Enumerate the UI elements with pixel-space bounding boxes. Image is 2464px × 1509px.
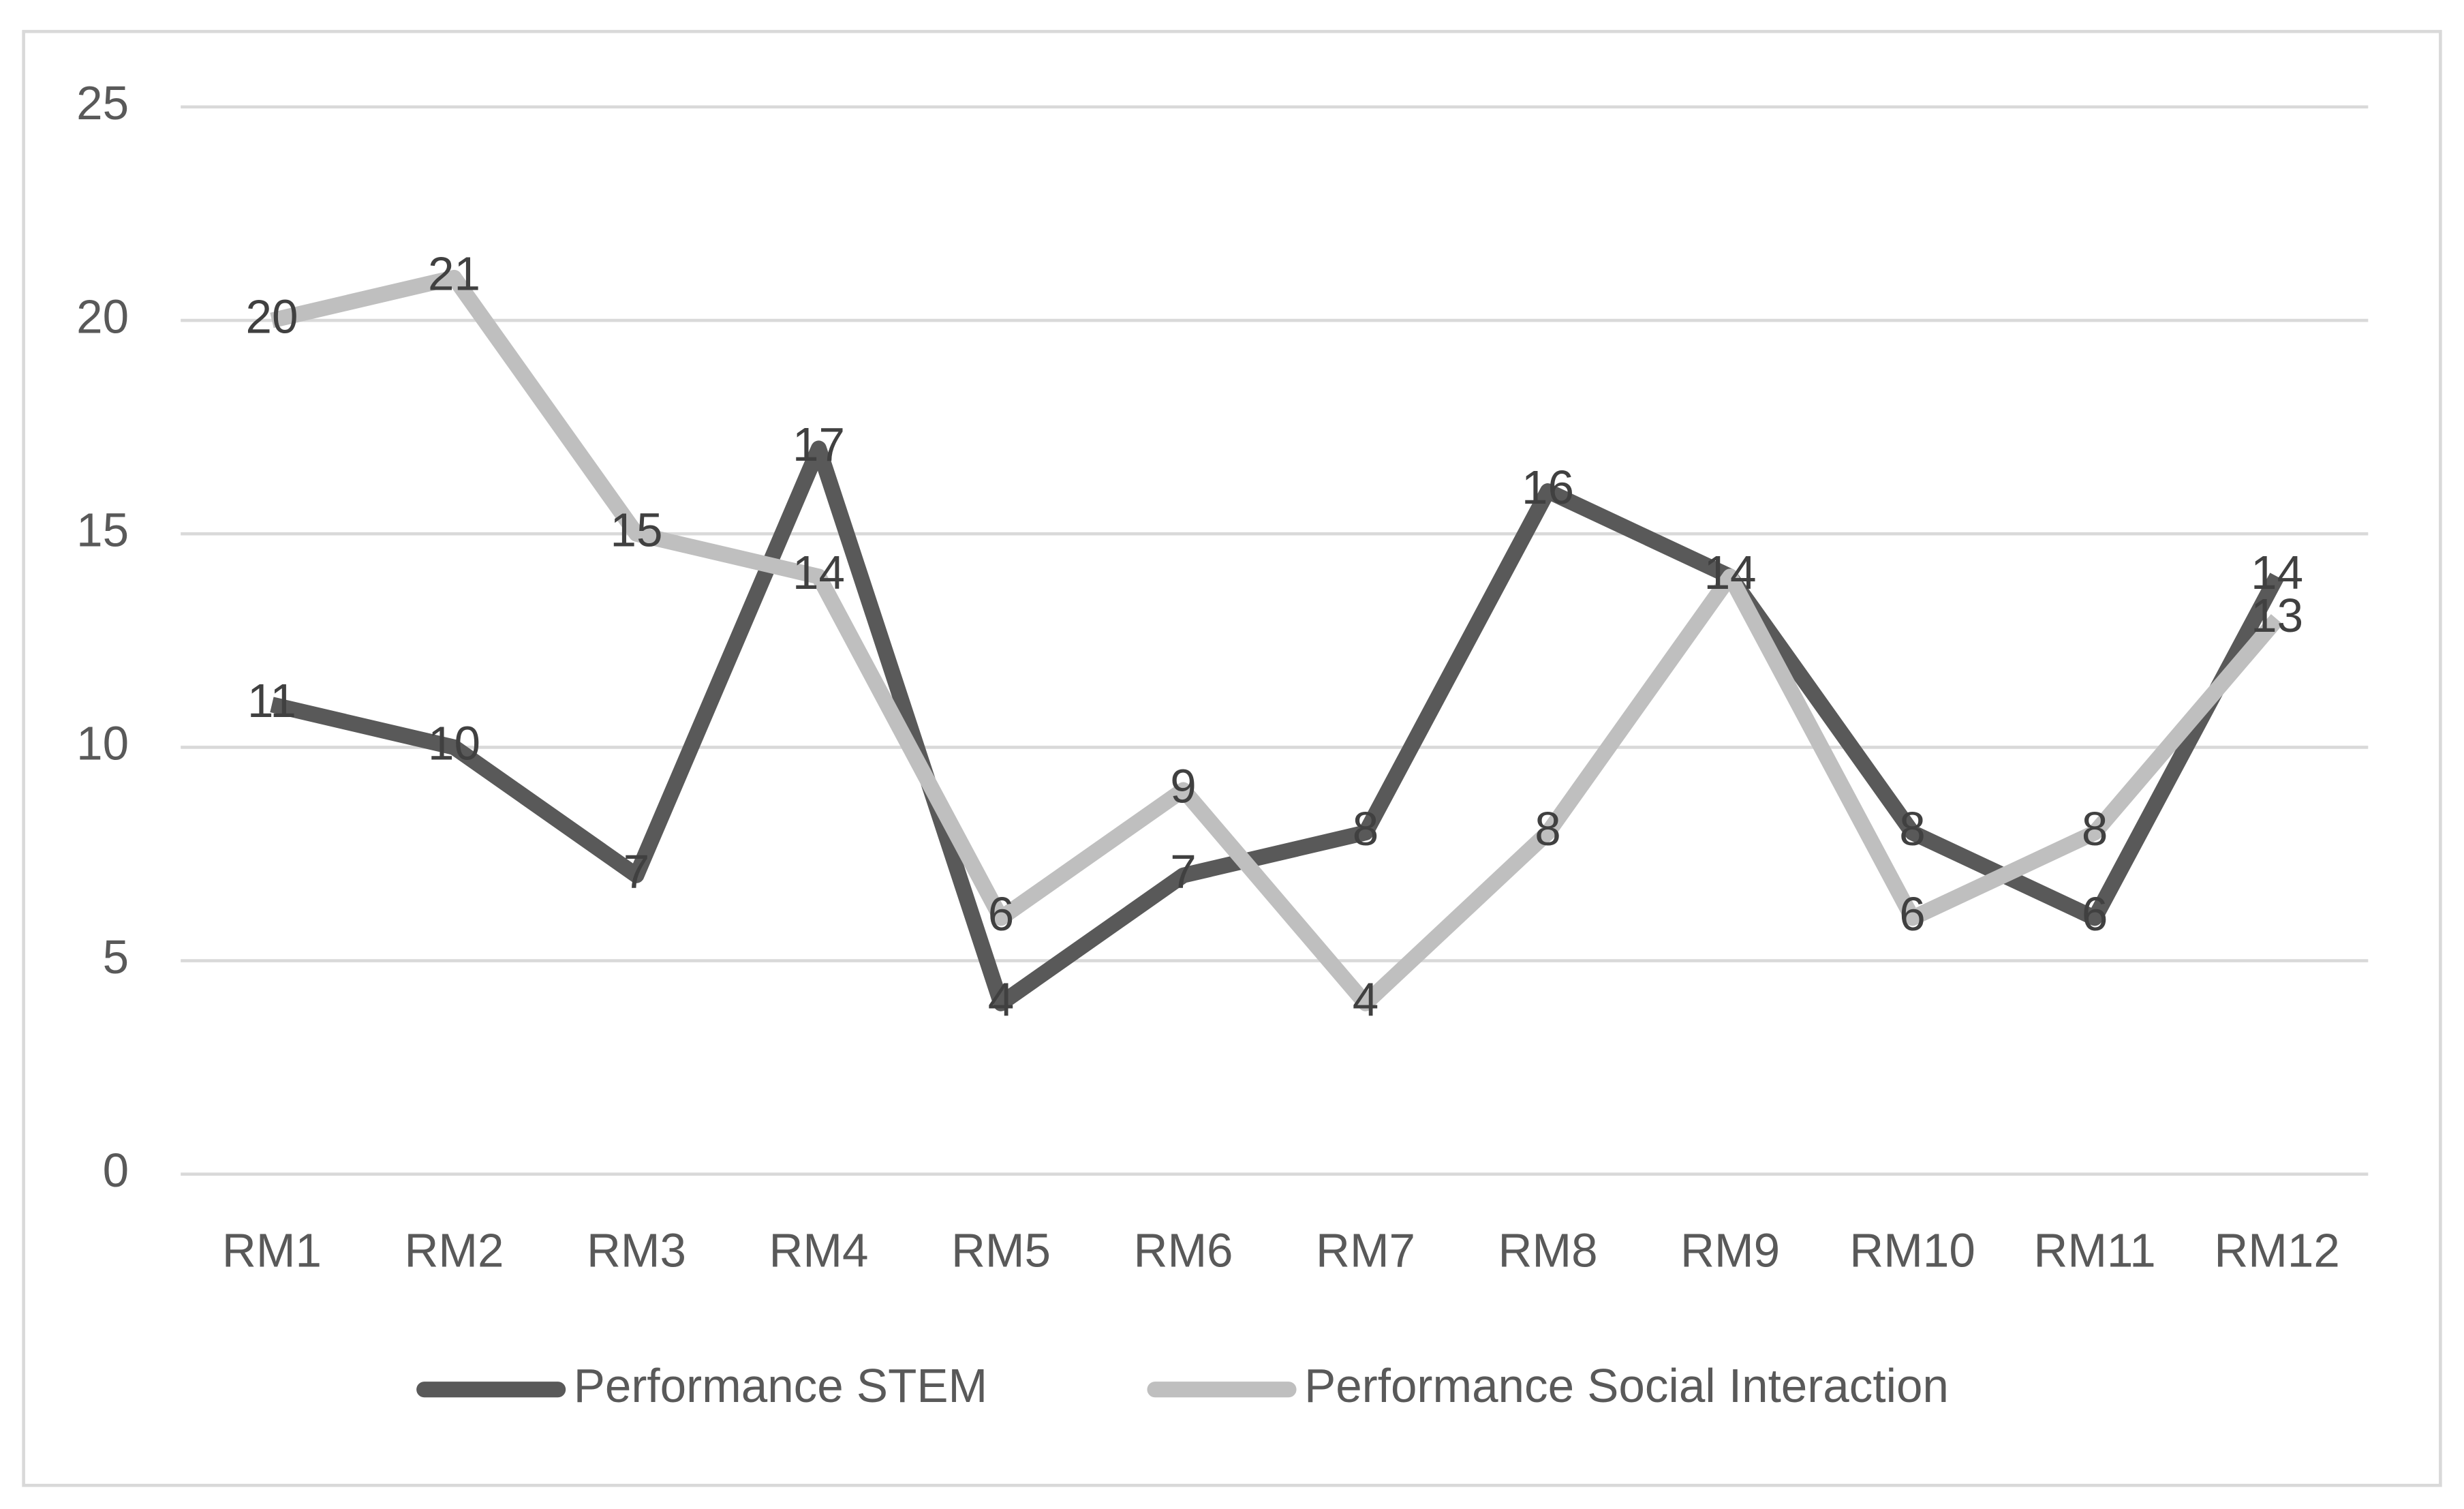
x-tick-label: RM7: [1316, 1224, 1415, 1277]
x-tick-label: RM9: [1680, 1224, 1780, 1277]
y-tick-label: 20: [76, 290, 129, 343]
y-tick-label: 10: [76, 717, 129, 770]
series-line: [270, 269, 2283, 1011]
data-label: 8: [1353, 802, 1379, 855]
data-label: 6: [1899, 887, 1925, 941]
x-tick-label: RM5: [951, 1224, 1051, 1277]
x-tick-label: RM1: [222, 1224, 322, 1277]
data-label: 14: [1704, 546, 1757, 599]
data-label: 6: [2082, 887, 2108, 941]
data-label: 14: [1704, 546, 1757, 599]
data-label: 20: [245, 290, 298, 343]
x-tick-label: RM4: [769, 1224, 868, 1277]
x-tick-label: RM3: [587, 1224, 686, 1277]
data-label: 14: [2251, 546, 2303, 599]
data-label: 6: [988, 887, 1014, 941]
y-tick-label: 5: [103, 930, 129, 984]
data-label: 15: [611, 504, 663, 557]
y-tick-label: 25: [76, 76, 129, 129]
x-tick-label: RM12: [2214, 1224, 2340, 1277]
y-tick-label: 0: [103, 1144, 129, 1197]
data-label: 14: [792, 546, 845, 599]
data-label: 13: [2251, 589, 2303, 642]
data-label: 7: [623, 845, 649, 898]
data-label: 21: [428, 247, 480, 301]
data-label: 4: [988, 973, 1014, 1026]
y-tick-label: 15: [76, 504, 129, 557]
data-label: 16: [1522, 461, 1574, 514]
x-tick-label: RM6: [1133, 1224, 1233, 1277]
series-line: [270, 440, 2284, 1011]
x-tick-label: RM8: [1498, 1224, 1598, 1277]
data-label: 7: [1170, 845, 1196, 898]
x-tick-label: RM11: [2033, 1224, 2155, 1277]
chart-frame: [22, 29, 2442, 1487]
legend-label: Performance Social Interaction: [1304, 1359, 1949, 1412]
data-label: 8: [1899, 802, 1925, 855]
data-label: 17: [792, 418, 845, 471]
legend-label: Performance STEM: [574, 1359, 987, 1412]
x-tick-label: RM10: [1849, 1224, 1975, 1277]
data-label: 11: [247, 674, 296, 727]
data-label: 8: [1535, 802, 1560, 855]
data-label: 9: [1170, 759, 1196, 812]
data-label: 10: [428, 717, 480, 770]
data-label: 8: [2082, 802, 2108, 855]
data-label: 4: [1353, 973, 1379, 1026]
x-tick-label: RM2: [404, 1224, 504, 1277]
